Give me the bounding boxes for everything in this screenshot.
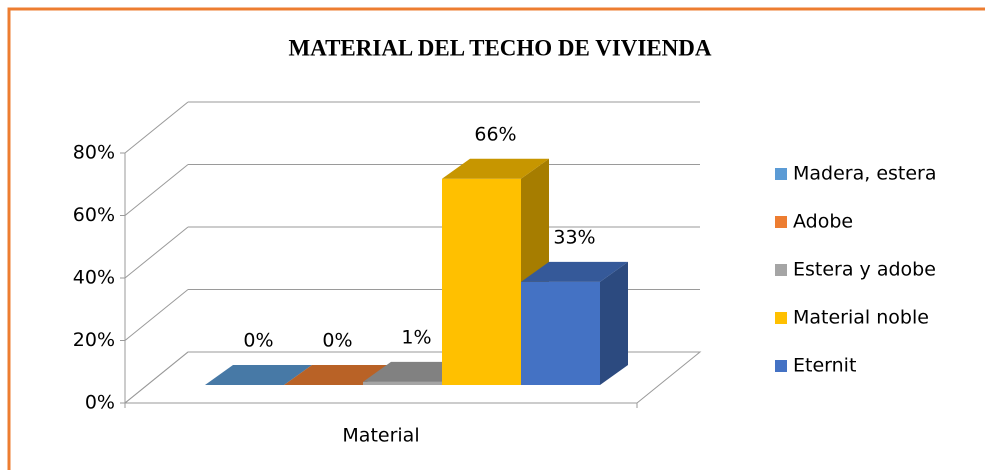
grid-line <box>124 101 189 154</box>
bar-top <box>442 158 549 179</box>
data-label: 1% <box>401 326 431 348</box>
bar-side <box>600 261 628 385</box>
y-tick-label: 80% <box>73 142 115 164</box>
bar <box>442 178 521 385</box>
y-tick-label: 40% <box>73 267 115 289</box>
chart-title: MATERIAL DEL TECHO DE VIVIENDA <box>288 35 711 60</box>
bar-top <box>521 261 628 282</box>
legend-swatch <box>775 264 787 276</box>
legend-label: Adobe <box>793 211 853 233</box>
data-label: 0% <box>322 330 352 352</box>
bar <box>521 281 600 385</box>
legend-label: Estera y adobe <box>793 259 936 281</box>
bar-top <box>205 365 312 385</box>
y-tick-label: 0% <box>85 392 115 414</box>
legend-swatch <box>775 216 787 228</box>
bar-top <box>284 365 391 385</box>
legend-swatch <box>775 312 787 324</box>
data-label: 0% <box>243 330 273 352</box>
legend-label: Madera, estera <box>793 163 937 185</box>
legend-label: Material noble <box>793 307 929 329</box>
chart-border <box>7 7 985 474</box>
data-label: 33% <box>553 226 595 248</box>
y-tick-label: 60% <box>73 204 115 226</box>
grid-line <box>124 226 189 279</box>
x-tick-label: Material <box>342 425 419 447</box>
legend-swatch <box>775 360 787 372</box>
bar <box>363 381 442 385</box>
grid-line <box>124 164 189 216</box>
y-tick-label: 20% <box>73 329 115 351</box>
grid-line <box>124 351 189 404</box>
grid-line <box>124 289 189 341</box>
legend-swatch <box>775 168 787 180</box>
legend-label: Eternit <box>793 355 856 377</box>
data-label: 66% <box>474 123 516 145</box>
